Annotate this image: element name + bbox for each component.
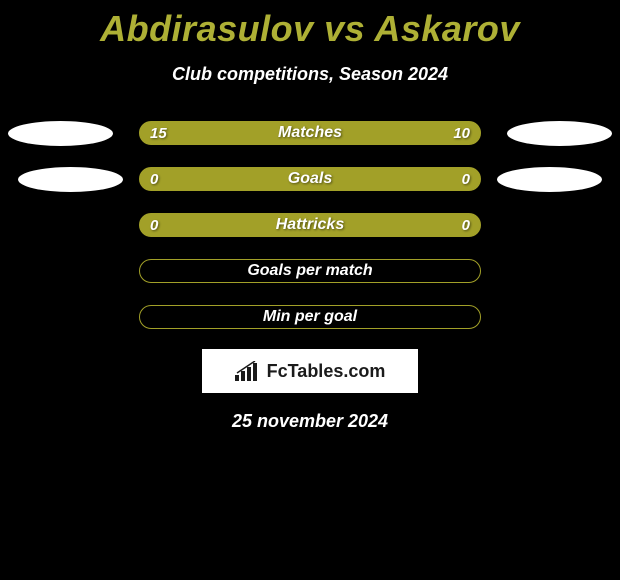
stat-label: Goals <box>288 170 332 188</box>
bar-chart-icon <box>235 361 261 381</box>
stat-right-value: 10 <box>453 125 470 142</box>
logo-text: FcTables.com <box>267 361 386 382</box>
stat-label: Min per goal <box>263 308 357 326</box>
player1-ellipse <box>18 167 123 192</box>
stat-bar: 15 Matches 10 <box>139 121 481 145</box>
page-subtitle: Club competitions, Season 2024 <box>0 64 620 85</box>
date-text: 25 november 2024 <box>0 411 620 432</box>
row-matches: 15 Matches 10 <box>0 121 620 145</box>
stat-bar: Goals per match <box>139 259 481 283</box>
page-title: Abdirasulov vs Askarov <box>0 0 620 50</box>
row-hattricks: 0 Hattricks 0 <box>0 213 620 237</box>
row-min-per-goal: Min per goal <box>0 305 620 329</box>
stat-label: Goals per match <box>247 262 372 280</box>
stat-rows: 15 Matches 10 0 Goals 0 0 Hattricks 0 Go… <box>0 121 620 329</box>
stat-bar: 0 Hattricks 0 <box>139 213 481 237</box>
stat-bar: Min per goal <box>139 305 481 329</box>
stat-left-value: 0 <box>150 217 158 234</box>
logo: FcTables.com <box>202 349 418 393</box>
stat-bar: 0 Goals 0 <box>139 167 481 191</box>
row-goals: 0 Goals 0 <box>0 167 620 191</box>
stat-left-value: 0 <box>150 171 158 188</box>
player2-ellipse <box>507 121 612 146</box>
row-goals-per-match: Goals per match <box>0 259 620 283</box>
stat-label: Hattricks <box>276 216 344 234</box>
stat-label: Matches <box>278 124 342 142</box>
player2-ellipse <box>497 167 602 192</box>
player1-ellipse <box>8 121 113 146</box>
stat-right-value: 0 <box>462 171 470 188</box>
stat-left-value: 15 <box>150 125 167 142</box>
stat-right-value: 0 <box>462 217 470 234</box>
